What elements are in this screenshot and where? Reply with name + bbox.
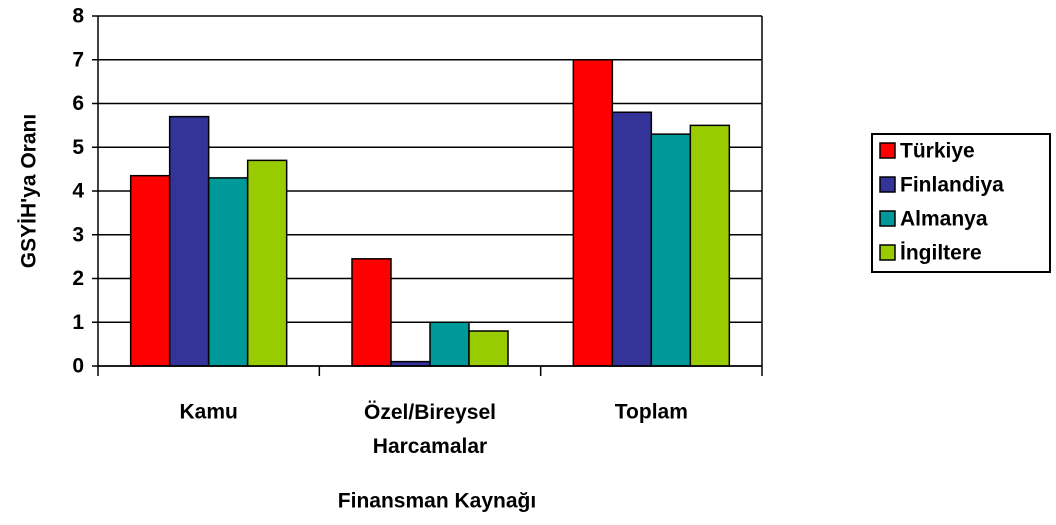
y-tick-label: 7 [72,48,84,71]
bar [351,258,392,367]
y-axis-title: GSYİH'ya Oranı [18,114,41,268]
legend-swatch [879,210,896,227]
bar [429,321,470,367]
bar [689,124,731,367]
bar [611,111,653,367]
y-tick-label: 2 [72,267,84,290]
y-tick-label: 4 [72,180,84,203]
y-tick-label: 8 [72,5,84,28]
bar [572,59,614,367]
legend-swatch [879,142,896,159]
bar [246,159,288,367]
legend-label: Türkiye [900,140,975,163]
bar [650,133,692,367]
bar [168,115,210,367]
legend-swatch [879,244,896,261]
legend-box [871,133,1051,273]
legend-label: Almanya [900,208,988,231]
y-tick-label: 0 [72,355,84,378]
x-tick-label: Özel/Bireysel Harcamalar [364,401,496,458]
x-tick-label: Kamu [179,401,237,424]
legend-swatch [879,176,896,193]
x-axis-title: Finansman Kaynağı [338,490,536,513]
x-tick-label: Toplam [615,401,688,424]
bar [207,177,249,367]
legend-label: İngiltere [900,242,982,265]
y-tick-label: 1 [72,311,84,334]
y-tick-label: 3 [72,223,84,246]
bar [129,174,171,367]
bar [468,330,509,367]
legend-label: Finlandiya [900,174,1004,197]
y-tick-label: 6 [72,92,84,115]
y-tick-label: 5 [72,136,84,159]
